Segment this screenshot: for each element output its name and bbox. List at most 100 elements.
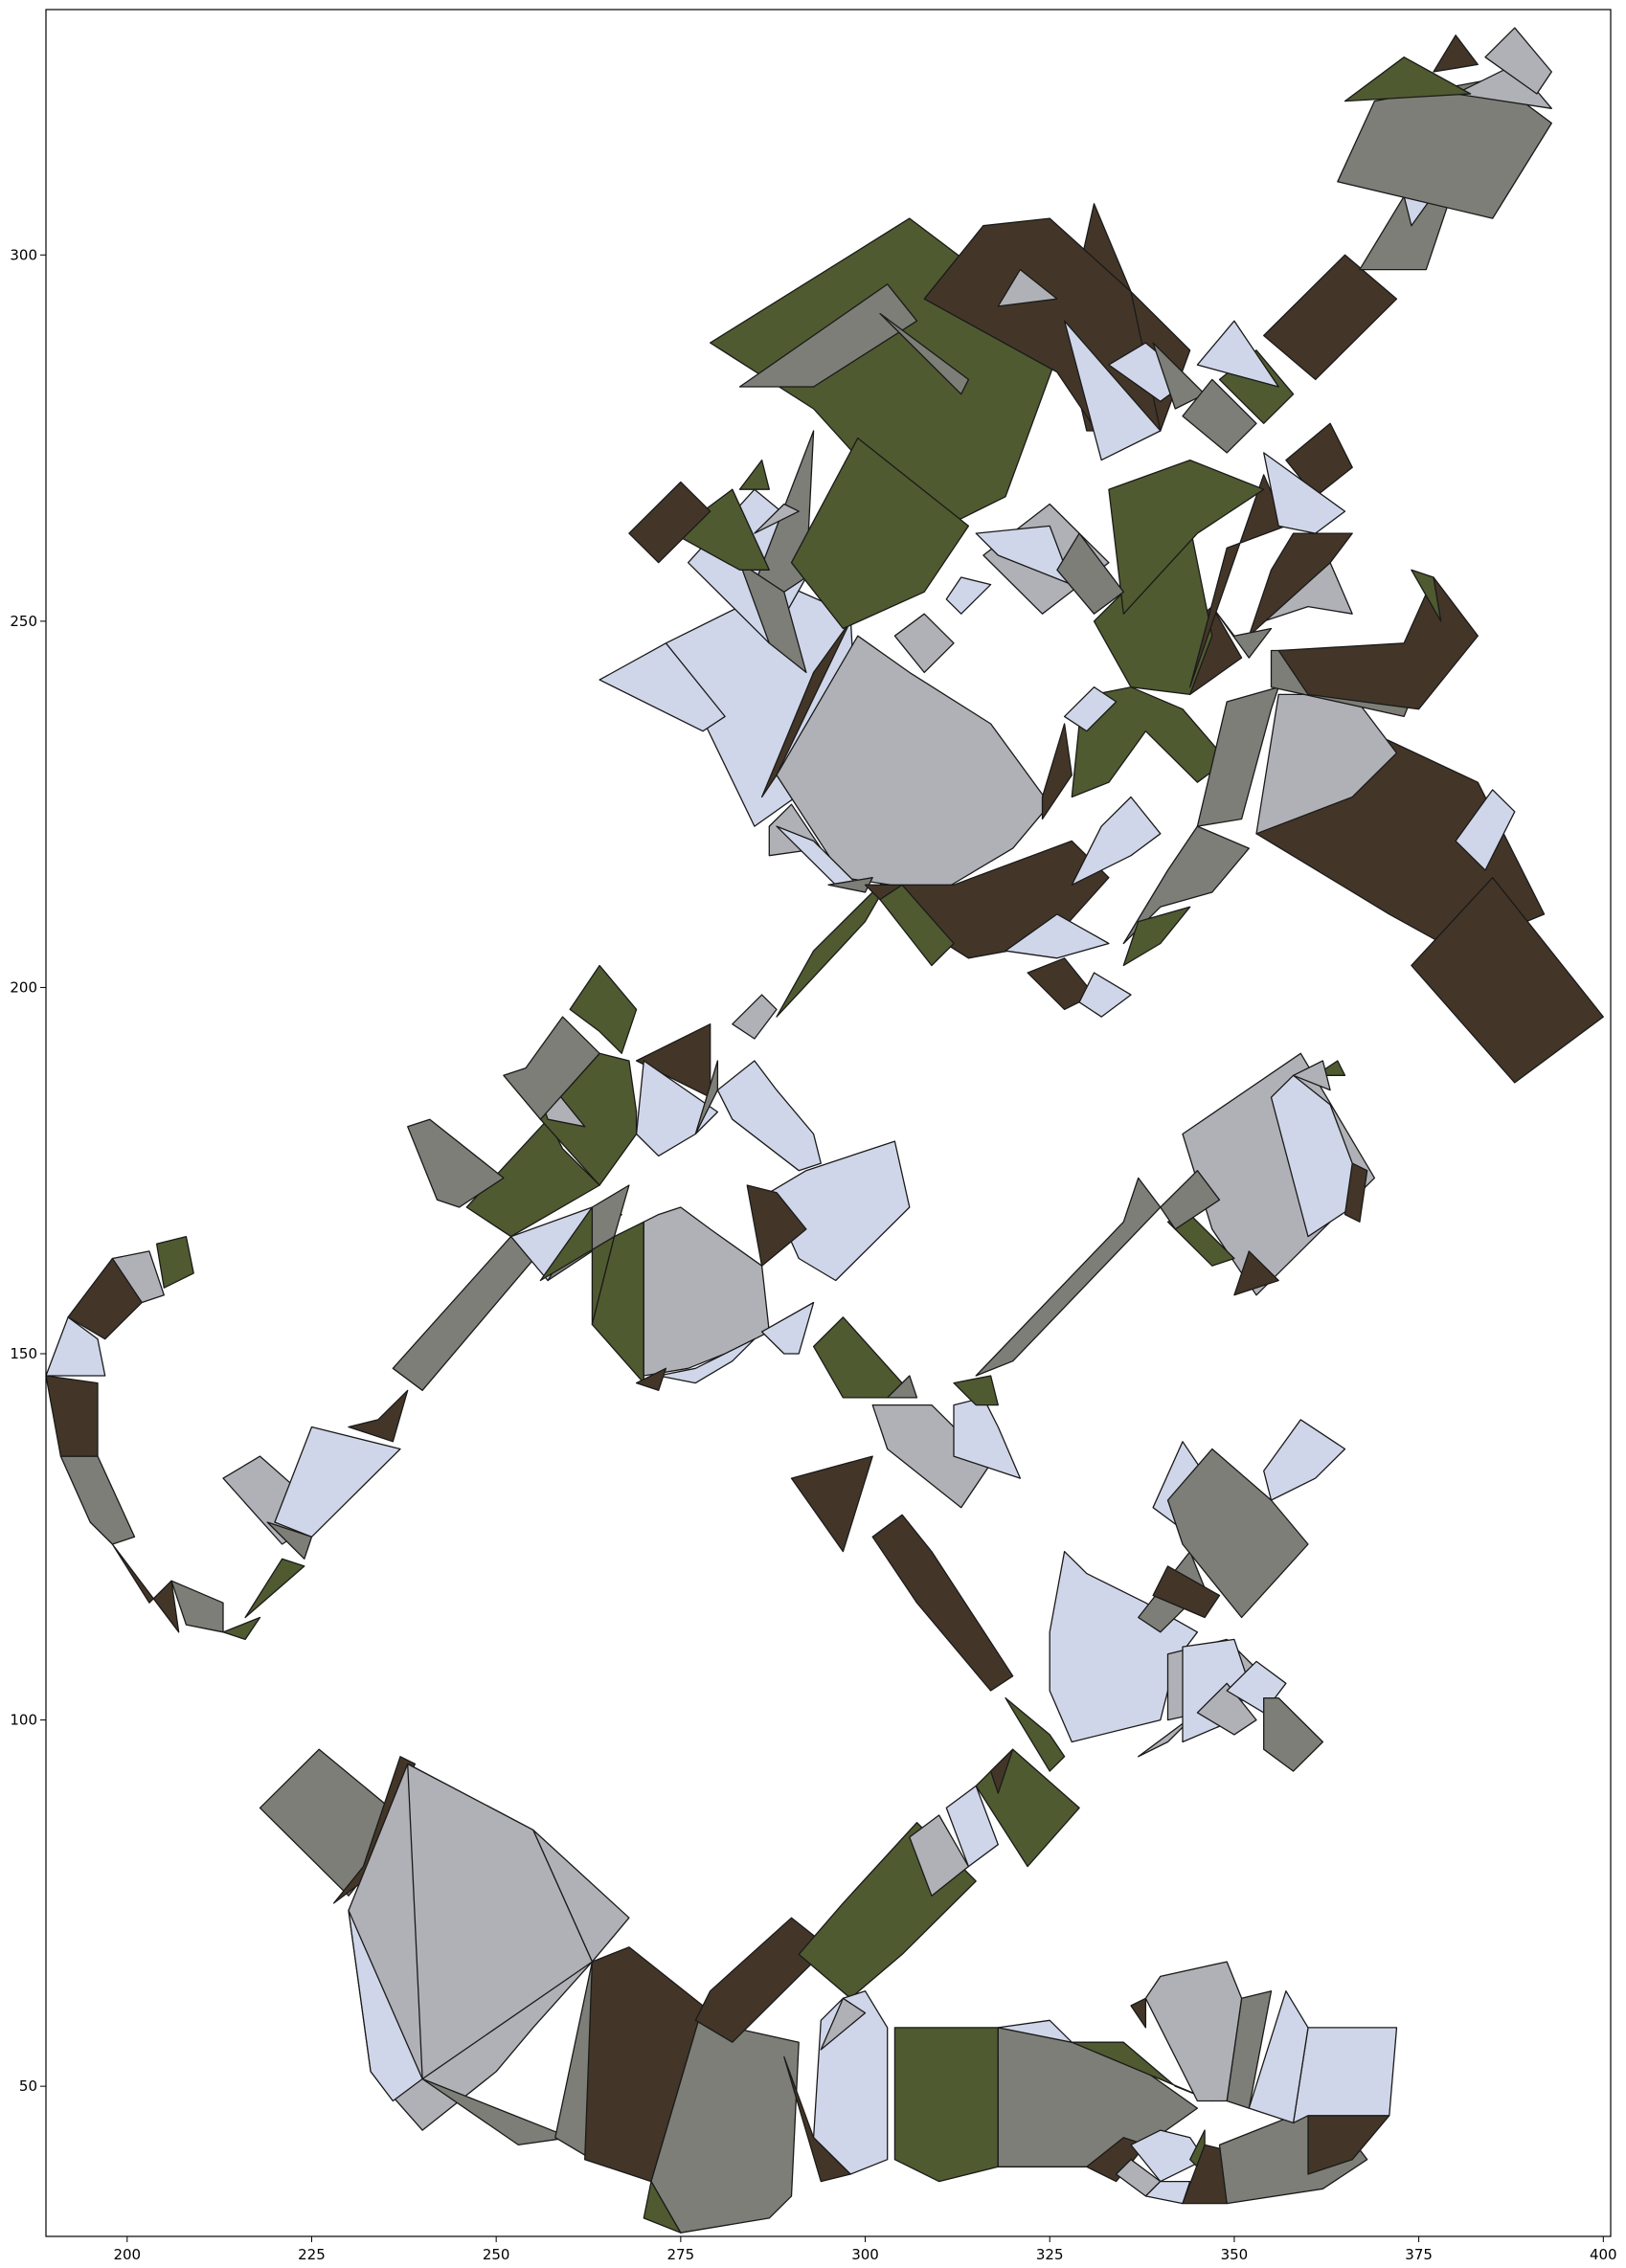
polygon-cell-89: [1263, 1696, 1324, 1772]
polygon-cell-112: [1005, 913, 1110, 959]
polygon-cell-43: [111, 1543, 180, 1633]
polygon-cell-33: [1248, 1990, 1309, 2124]
polygon-cell-91: [1152, 1565, 1221, 1619]
x-tick-label-5: 325: [1036, 2246, 1064, 2263]
polygon-cell-114: [1078, 972, 1132, 1018]
polygon-cell-135: [1108, 459, 1265, 615]
x-tick-label-2: 250: [483, 2246, 510, 2263]
polygon-cell-68: [694, 1060, 719, 1135]
polygon-cell-123: [1196, 686, 1279, 827]
polygon-cell-42: [170, 1580, 224, 1633]
polygon-layer: [46, 27, 1604, 2234]
polygon-cell-80: [953, 1375, 999, 1406]
polygon-cell-127: [1411, 569, 1442, 622]
polygon-cell-157: [1484, 27, 1552, 95]
polygon-cell-150: [1263, 254, 1398, 381]
polygon-cell-69: [732, 994, 778, 1040]
polygon-cell-147: [1182, 378, 1257, 454]
polygon-cell-161: [790, 437, 970, 630]
polygon-cell-149: [1196, 320, 1279, 388]
x-tick-label-7: 375: [1405, 2246, 1433, 2263]
polygon-cell-130: [1211, 605, 1273, 659]
polygon-cell-76: [871, 1403, 992, 1509]
polygon-cell-126: [1277, 576, 1479, 710]
polygon-cell-87: [1196, 1682, 1257, 1736]
polygon-cell-121: [1411, 877, 1604, 1084]
polygon-cell-50: [348, 1389, 409, 1443]
x-tick-label-0: 200: [113, 2246, 141, 2263]
polygon-cell-59: [465, 1118, 600, 1238]
polygon-cell-166: [738, 459, 770, 490]
polygon-cell-48: [111, 1250, 165, 1304]
polygon-cell-156: [1433, 34, 1479, 73]
polygon-cell-22: [997, 2019, 1073, 2043]
polygon-cell-115: [1071, 796, 1162, 886]
polygon-cell-99: [1160, 1170, 1221, 1230]
polygon-cell-141: [879, 312, 970, 395]
y-tick-label-3: 200: [10, 978, 37, 996]
polygon-cell-62: [503, 1016, 600, 1120]
y-axis: 50 100 150 200 250 300: [10, 246, 46, 2095]
polygon-cell-40: [244, 1558, 305, 1619]
polygon-cell-171: [893, 613, 955, 674]
polygon-cell-98: [1233, 1250, 1279, 1296]
polygon-cell-95: [1263, 1419, 1346, 1501]
y-tick-label-4: 250: [10, 613, 37, 630]
polygon-cell-65: [635, 1023, 711, 1098]
polygon-cell-78: [871, 1514, 1014, 1692]
x-tick-label-8: 400: [1590, 2246, 1617, 2263]
polygon-cell-18: [820, 1997, 867, 2051]
polygon-cell-32: [1292, 2027, 1398, 2124]
polygon-cell-16: [989, 1748, 1014, 1794]
polygon-cell-27: [1144, 2180, 1191, 2205]
polygon-cell-14: [945, 1785, 999, 1868]
polygon-cell-118: [1122, 825, 1250, 945]
polygon-cell-64: [407, 1118, 505, 1208]
polygon-cell-67: [716, 1060, 822, 1172]
polygon-cell-163: [672, 488, 770, 571]
x-axis: 200 225 250 275 300 325 350 375 400: [113, 2236, 1617, 2263]
polygon-cell-75: [887, 1375, 918, 1399]
polygon-cell-155: [1344, 56, 1472, 102]
polygon-cell-49: [155, 1235, 194, 1289]
x-tick-label-6: 350: [1221, 2246, 1249, 2263]
polygon-cell-10: [643, 2180, 682, 2234]
polygon-cell-23: [1071, 2041, 1213, 2102]
polygon-cell-103: [1292, 1060, 1331, 1091]
polygon-cell-11: [694, 1917, 829, 2043]
y-tick-label-2: 150: [10, 1345, 37, 1362]
polygon-cell-129: [1248, 532, 1353, 637]
polygon-cell-19: [783, 2055, 851, 2183]
x-tick-label-3: 275: [667, 2246, 695, 2263]
polygon-cell-83: [1005, 1696, 1066, 1772]
polygon-cell-39: [266, 1521, 313, 1560]
polygon-cell-172: [1056, 532, 1124, 615]
polygon-cell-140: [738, 283, 918, 388]
polygon-cell-162: [738, 562, 807, 674]
polygon-cell-101: [1344, 1162, 1368, 1223]
polygon-cell-146: [1152, 342, 1206, 410]
polygon-cell-143: [1063, 320, 1162, 461]
polygon-cell-20: [893, 2027, 999, 2183]
polygon-cell-57: [658, 1338, 756, 1384]
polygon-cell-124: [1255, 693, 1398, 835]
polygon-cell-137: [1263, 452, 1346, 534]
polygon-cell-4: [348, 1909, 423, 2102]
y-tick-label-0: 50: [19, 2077, 37, 2095]
polygon-cell-63: [569, 964, 638, 1054]
polygon-cell-72: [746, 1184, 807, 1267]
polygon-cell-144: [997, 268, 1058, 307]
polygon-cell-81: [975, 1177, 1162, 1377]
polygon-cell-58: [635, 1367, 667, 1391]
polygon-cell-56: [643, 1206, 770, 1377]
polygon-cell-45: [46, 1375, 99, 1457]
polygon-cell-35: [1144, 1961, 1243, 2102]
polygon-cell-73: [760, 1301, 815, 1355]
polygon-cell-41: [222, 1616, 261, 1641]
x-tick-label-4: 300: [851, 2246, 879, 2263]
plot-frame: [45, 9, 1612, 2237]
polygon-cell-111: [879, 884, 955, 967]
polygon-cell-36: [1130, 1997, 1147, 2029]
polygon-cell-170: [945, 576, 992, 615]
